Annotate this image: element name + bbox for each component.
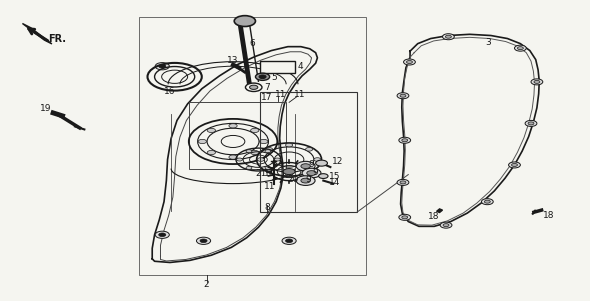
Circle shape xyxy=(397,179,409,185)
Circle shape xyxy=(246,166,252,169)
Text: 3: 3 xyxy=(485,38,491,47)
Text: 13: 13 xyxy=(227,56,238,65)
Circle shape xyxy=(207,128,215,132)
Circle shape xyxy=(302,168,321,178)
Circle shape xyxy=(402,139,408,142)
Polygon shape xyxy=(437,209,442,213)
Circle shape xyxy=(442,34,454,40)
Text: 2: 2 xyxy=(204,280,209,289)
Bar xyxy=(139,17,366,275)
Circle shape xyxy=(314,158,321,161)
Circle shape xyxy=(528,122,534,125)
Text: 11: 11 xyxy=(275,90,286,99)
Text: 19: 19 xyxy=(40,104,51,113)
Text: 18: 18 xyxy=(428,212,440,221)
Circle shape xyxy=(260,139,268,144)
Circle shape xyxy=(282,237,296,244)
Circle shape xyxy=(286,143,293,147)
Circle shape xyxy=(534,80,540,83)
Circle shape xyxy=(301,178,310,183)
Text: 9: 9 xyxy=(308,160,314,169)
Circle shape xyxy=(531,79,543,85)
Circle shape xyxy=(266,168,273,172)
Circle shape xyxy=(407,61,412,64)
Text: 7: 7 xyxy=(264,83,270,92)
Text: 11: 11 xyxy=(294,90,305,99)
Circle shape xyxy=(512,163,517,166)
Circle shape xyxy=(266,147,273,151)
Circle shape xyxy=(517,47,523,50)
Bar xyxy=(260,92,357,212)
Circle shape xyxy=(250,85,258,89)
Circle shape xyxy=(257,158,264,161)
Text: FR.: FR. xyxy=(48,34,67,44)
Circle shape xyxy=(286,172,293,176)
Circle shape xyxy=(484,200,490,203)
Circle shape xyxy=(196,237,211,244)
Circle shape xyxy=(402,216,408,219)
Circle shape xyxy=(274,158,280,161)
Circle shape xyxy=(265,166,271,169)
Circle shape xyxy=(237,158,242,161)
Circle shape xyxy=(159,64,166,68)
Circle shape xyxy=(404,59,415,65)
Circle shape xyxy=(296,161,315,171)
Text: 4: 4 xyxy=(298,62,304,71)
Circle shape xyxy=(246,150,252,153)
Text: 14: 14 xyxy=(329,178,340,187)
Circle shape xyxy=(514,45,526,51)
Circle shape xyxy=(481,199,493,205)
Circle shape xyxy=(259,75,266,79)
Text: 17: 17 xyxy=(261,93,272,102)
Polygon shape xyxy=(22,23,52,44)
Text: 21: 21 xyxy=(255,169,266,178)
Circle shape xyxy=(234,16,255,26)
Text: 18: 18 xyxy=(543,211,554,220)
Circle shape xyxy=(306,168,313,172)
Circle shape xyxy=(229,155,237,159)
Circle shape xyxy=(296,176,315,185)
Circle shape xyxy=(229,124,237,128)
Bar xyxy=(189,102,286,169)
Circle shape xyxy=(155,63,169,70)
Circle shape xyxy=(440,222,452,228)
Circle shape xyxy=(251,128,259,132)
Circle shape xyxy=(301,164,310,169)
Text: 9: 9 xyxy=(313,168,319,177)
Circle shape xyxy=(399,214,411,220)
Circle shape xyxy=(400,181,406,184)
Text: 5: 5 xyxy=(271,73,277,82)
Circle shape xyxy=(397,93,409,99)
Circle shape xyxy=(251,150,259,155)
Text: 10: 10 xyxy=(264,169,276,178)
Text: 11: 11 xyxy=(264,182,276,191)
Circle shape xyxy=(319,174,328,178)
Circle shape xyxy=(159,233,166,237)
Text: 8: 8 xyxy=(264,203,270,212)
Text: 15: 15 xyxy=(329,172,340,181)
Circle shape xyxy=(316,160,327,166)
Circle shape xyxy=(155,231,169,238)
Circle shape xyxy=(509,162,520,168)
Circle shape xyxy=(307,171,316,175)
Circle shape xyxy=(265,150,271,153)
Circle shape xyxy=(399,137,411,143)
Circle shape xyxy=(400,94,406,97)
Circle shape xyxy=(207,150,215,155)
Text: 9: 9 xyxy=(306,175,312,184)
Bar xyxy=(260,61,295,73)
Circle shape xyxy=(525,120,537,126)
Circle shape xyxy=(255,73,270,80)
Circle shape xyxy=(283,169,295,175)
Text: 20: 20 xyxy=(287,175,299,184)
Circle shape xyxy=(286,239,293,243)
Text: 12: 12 xyxy=(332,157,343,166)
Text: 6: 6 xyxy=(249,39,255,48)
Circle shape xyxy=(443,224,449,227)
Circle shape xyxy=(306,147,313,151)
Text: 16: 16 xyxy=(164,87,175,96)
Circle shape xyxy=(200,239,207,243)
Circle shape xyxy=(198,139,206,144)
Circle shape xyxy=(445,35,451,38)
